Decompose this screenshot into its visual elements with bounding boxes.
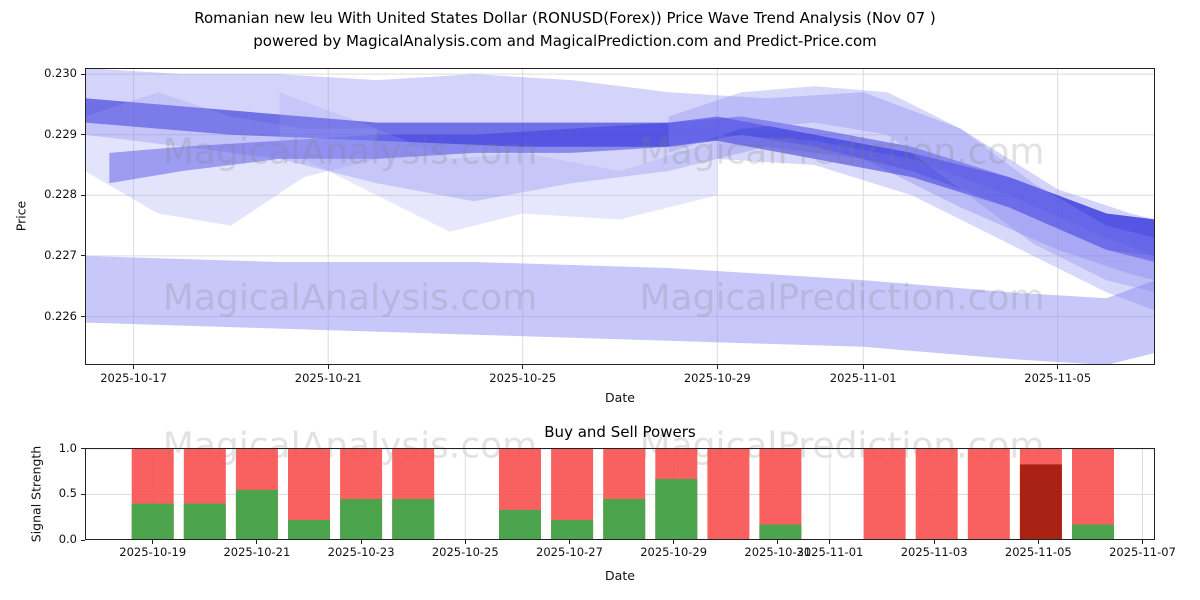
watermark-analysis: MagicalAnalysis.com	[162, 277, 538, 319]
y-tick-mark	[81, 255, 85, 257]
sell-bar	[915, 448, 958, 540]
x-tick-label: 2025-10-29	[640, 545, 708, 559]
y-tick-mark	[81, 539, 85, 541]
watermark-analysis: MagicalAnalysis.com	[162, 131, 538, 173]
buy-bar	[183, 503, 226, 540]
price-axis-label: Price	[13, 200, 29, 232]
date-axis-label-top: Date	[605, 390, 635, 405]
x-tick-label: 2025-10-21	[294, 371, 362, 385]
buy-bar	[340, 499, 383, 540]
buy-bar	[392, 499, 435, 540]
y-tick-label: 0.0	[58, 532, 77, 546]
wave-band-fan-down-light	[717, 134, 1155, 311]
x-tick-mark	[327, 365, 329, 369]
buy-sell-bar-chart	[85, 448, 1155, 540]
sell-bar	[967, 448, 1010, 540]
wave-band-secondary-trend-dark	[109, 116, 1155, 256]
x-tick-mark	[829, 540, 831, 544]
x-tick-label: 2025-10-31	[744, 545, 812, 559]
x-tick-mark	[933, 540, 935, 544]
y-tick-label: 0.5	[58, 486, 77, 501]
y-tick-label: 0.228	[44, 187, 77, 202]
sell-bar	[707, 448, 750, 540]
buy-bar	[655, 479, 698, 540]
buy-bar	[551, 520, 594, 540]
x-tick-label: 2025-10-25	[489, 371, 557, 385]
wave-band-early-spike-light	[85, 92, 377, 226]
x-tick-label: 2025-11-05	[1024, 371, 1092, 385]
wave-band-right-hump-light	[668, 86, 1155, 293]
x-tick-mark	[360, 540, 362, 544]
y-tick-label: 0.230	[44, 66, 77, 81]
buy-bar	[1072, 524, 1114, 540]
buy-bar	[759, 524, 802, 540]
x-tick-label: 2025-10-19	[119, 545, 187, 559]
x-tick-label: 2025-10-17	[100, 371, 168, 385]
sell-dark-bar	[1019, 464, 1062, 540]
date-axis-label-bottom: Date	[605, 568, 635, 583]
x-tick-mark	[862, 365, 864, 369]
x-tick-label: 2025-10-27	[536, 545, 603, 559]
x-tick-label: 2025-11-03	[900, 545, 968, 559]
y-tick-mark	[81, 448, 85, 450]
chart-title-line2: powered by MagicalAnalysis.com and Magic…	[253, 31, 877, 50]
x-tick-mark	[1037, 540, 1039, 544]
watermark-prediction: MagicalPrediction.com	[639, 131, 1045, 173]
x-tick-mark	[522, 365, 524, 369]
y-tick-label: 0.226	[44, 308, 77, 323]
x-tick-mark	[1141, 540, 1143, 544]
watermark-prediction: MagicalPrediction.com	[639, 277, 1045, 319]
x-tick-mark	[256, 540, 258, 544]
x-tick-label: 2025-11-05	[1004, 545, 1072, 559]
x-tick-mark	[716, 365, 718, 369]
y-tick-label: 0.227	[44, 247, 77, 262]
x-tick-mark	[777, 540, 779, 544]
sell-bar	[863, 448, 906, 540]
x-tick-mark	[568, 540, 570, 544]
x-tick-label: 2025-11-01	[829, 371, 897, 385]
buy-bar	[131, 503, 174, 540]
y-tick-mark	[81, 316, 85, 317]
chart-title-line1: Romanian new leu With United States Doll…	[194, 9, 936, 27]
bottom-chart-title: Buy and Sell Powers	[544, 423, 696, 441]
x-tick-mark	[673, 540, 675, 544]
x-tick-mark	[464, 540, 466, 544]
y-tick-label: 1.0	[58, 440, 77, 455]
price-wave-chart	[85, 68, 1155, 365]
buy-bar	[499, 509, 541, 540]
buy-bar	[235, 489, 278, 540]
x-tick-mark	[133, 365, 135, 369]
x-tick-label: 2025-10-29	[683, 371, 751, 385]
buy-bar	[603, 499, 646, 540]
y-tick-mark	[81, 194, 85, 196]
x-tick-label: 2025-10-23	[327, 545, 395, 559]
x-tick-label: 2025-11-07	[1109, 545, 1176, 559]
wave-band-lower-band-light	[85, 255, 1155, 365]
y-tick-mark	[81, 134, 85, 136]
x-tick-label: 2025-10-21	[223, 545, 291, 559]
wave-band-mid-dip-light	[279, 92, 718, 232]
y-tick-mark	[81, 73, 85, 75]
y-tick-label: 0.229	[44, 126, 77, 141]
y-tick-mark	[81, 493, 85, 495]
x-tick-mark	[1057, 365, 1059, 369]
x-tick-label: 2025-11-01	[796, 545, 864, 559]
buy-bar	[288, 520, 330, 540]
chart-title: Romanian new leu With United States Doll…	[0, 7, 1130, 52]
x-tick-label: 2025-10-25	[431, 545, 499, 559]
x-tick-mark	[152, 540, 154, 544]
